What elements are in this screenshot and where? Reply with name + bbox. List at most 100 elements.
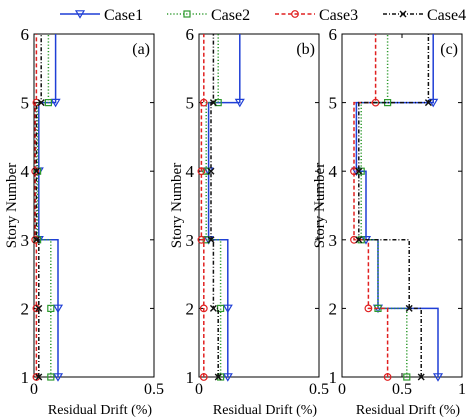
data-point-case1 [432, 373, 444, 382]
panel-1: 1 2 3 4 5 6 0 0.5 (a) Story Number Residual Drift … [4, 25, 164, 418]
data-point-case4-b [417, 373, 425, 381]
y-axis-label: Story Number [169, 163, 185, 248]
legend-label-case2: Case2 [211, 7, 250, 24]
x-tick-label: 0.5 [392, 381, 412, 398]
series-line-case3 [200, 34, 205, 377]
data-point-case3 [199, 373, 208, 381]
y-axis-label: Story Number [4, 163, 20, 248]
x-axis-label: Residual Drift (%) [48, 403, 153, 418]
data-point-case4 [32, 167, 40, 175]
data-point-case1 [222, 304, 233, 314]
x-tick-label: 0 [338, 381, 346, 398]
data-point-case4 [209, 99, 217, 107]
series-line-case2 [205, 34, 222, 377]
legend-item-case2: Case2 [167, 7, 250, 24]
plot-frame [198, 33, 320, 378]
series-case4 [355, 34, 432, 381]
data-point-case4-b [35, 304, 43, 312]
data-point-case4 [417, 373, 425, 381]
data-point-case4-b [214, 373, 222, 381]
data-point-case1 [222, 373, 233, 382]
y-tick-label: 4 [21, 162, 30, 181]
legend-item-case1: Case1 [60, 7, 143, 24]
data-point-case3 [197, 167, 206, 176]
legend-item-case3: Case3 [275, 7, 358, 24]
data-point-case4 [424, 99, 432, 107]
y-tick-label: 1 [329, 368, 338, 387]
data-point-case2 [202, 167, 210, 175]
data-point-case4-b [209, 99, 217, 107]
data-point-case4-b [405, 304, 413, 312]
data-point-case4-b [355, 167, 363, 175]
data-point-case2 [47, 373, 55, 381]
data-point-case3 [350, 235, 358, 244]
data-point-case4 [207, 236, 215, 244]
data-point-case3 [364, 304, 373, 313]
x-tick-label: 1 [458, 381, 466, 398]
panel-label: (c) [440, 41, 458, 58]
legend-marker-case1 [74, 10, 86, 19]
data-point-case4-b [424, 99, 432, 107]
data-point-case4-b [35, 373, 43, 381]
data-point-case2 [403, 373, 411, 381]
data-point-case4 [355, 236, 363, 244]
data-point-case1 [234, 98, 245, 108]
panel-2: 1 2 3 4 5 6 0 0.5 (b) Story Number Residual Drift … [169, 25, 329, 418]
data-point-case3 [199, 98, 208, 107]
y-tick-label: 1 [21, 368, 30, 387]
data-point-case4-b [207, 167, 215, 175]
data-point-case3 [31, 167, 40, 176]
data-point-case3 [350, 167, 358, 176]
data-point-case1 [52, 373, 64, 382]
y-tick-label: 4 [186, 162, 195, 181]
series-line-case3 [353, 34, 389, 377]
legend-label-case4: Case4 [427, 7, 466, 24]
data-point-case3 [383, 373, 392, 381]
series-case2 [202, 34, 225, 381]
data-point-case4-b [209, 304, 217, 312]
data-point-case4 [209, 304, 217, 312]
y-tick-label: 3 [21, 231, 30, 250]
data-point-case3 [197, 235, 206, 244]
plot-frame [341, 33, 463, 378]
y-tick-label: 2 [186, 299, 195, 318]
data-point-case1 [428, 98, 439, 108]
y-tick-label: 6 [329, 25, 338, 44]
data-point-case4-b [355, 236, 363, 244]
legend-marker-case2 [183, 10, 191, 18]
y-tick-label: 1 [186, 368, 195, 387]
series-case3 [350, 34, 392, 381]
data-point-case3 [371, 98, 380, 107]
data-point-case2 [44, 98, 53, 107]
data-point-case4 [35, 373, 43, 381]
y-tick-label: 4 [329, 162, 338, 181]
series-line-case2 [36, 34, 52, 377]
legend-marker-case3 [291, 10, 299, 18]
x-axis-label: Residual Drift (%) [356, 403, 461, 418]
panel-label: (a) [132, 41, 150, 58]
y-tick-label: 6 [21, 25, 30, 44]
data-point-case4-b [207, 236, 215, 244]
data-point-case4 [35, 304, 43, 312]
x-tick-label: 0.5 [309, 381, 329, 398]
data-point-case4-b [32, 167, 40, 175]
data-point-case4 [32, 236, 40, 244]
legend-marker-case4 [399, 10, 407, 18]
series-case3 [197, 34, 208, 381]
y-tick-label: 3 [329, 231, 338, 250]
data-point-case4 [37, 99, 45, 107]
data-point-case4-b [32, 236, 40, 244]
x-tick-label: 0 [195, 381, 203, 398]
legend-item-case4: Case4 [383, 7, 466, 24]
data-point-case4 [405, 304, 413, 312]
series-case4 [207, 34, 222, 381]
y-axis-label: Story Number [312, 163, 328, 248]
data-point-case1 [52, 304, 64, 314]
y-tick-label: 5 [186, 94, 195, 113]
plot-frame [33, 33, 155, 378]
data-point-case3 [199, 304, 208, 313]
legend-label-case3: Case3 [319, 7, 358, 24]
y-tick-label: 3 [186, 231, 195, 250]
